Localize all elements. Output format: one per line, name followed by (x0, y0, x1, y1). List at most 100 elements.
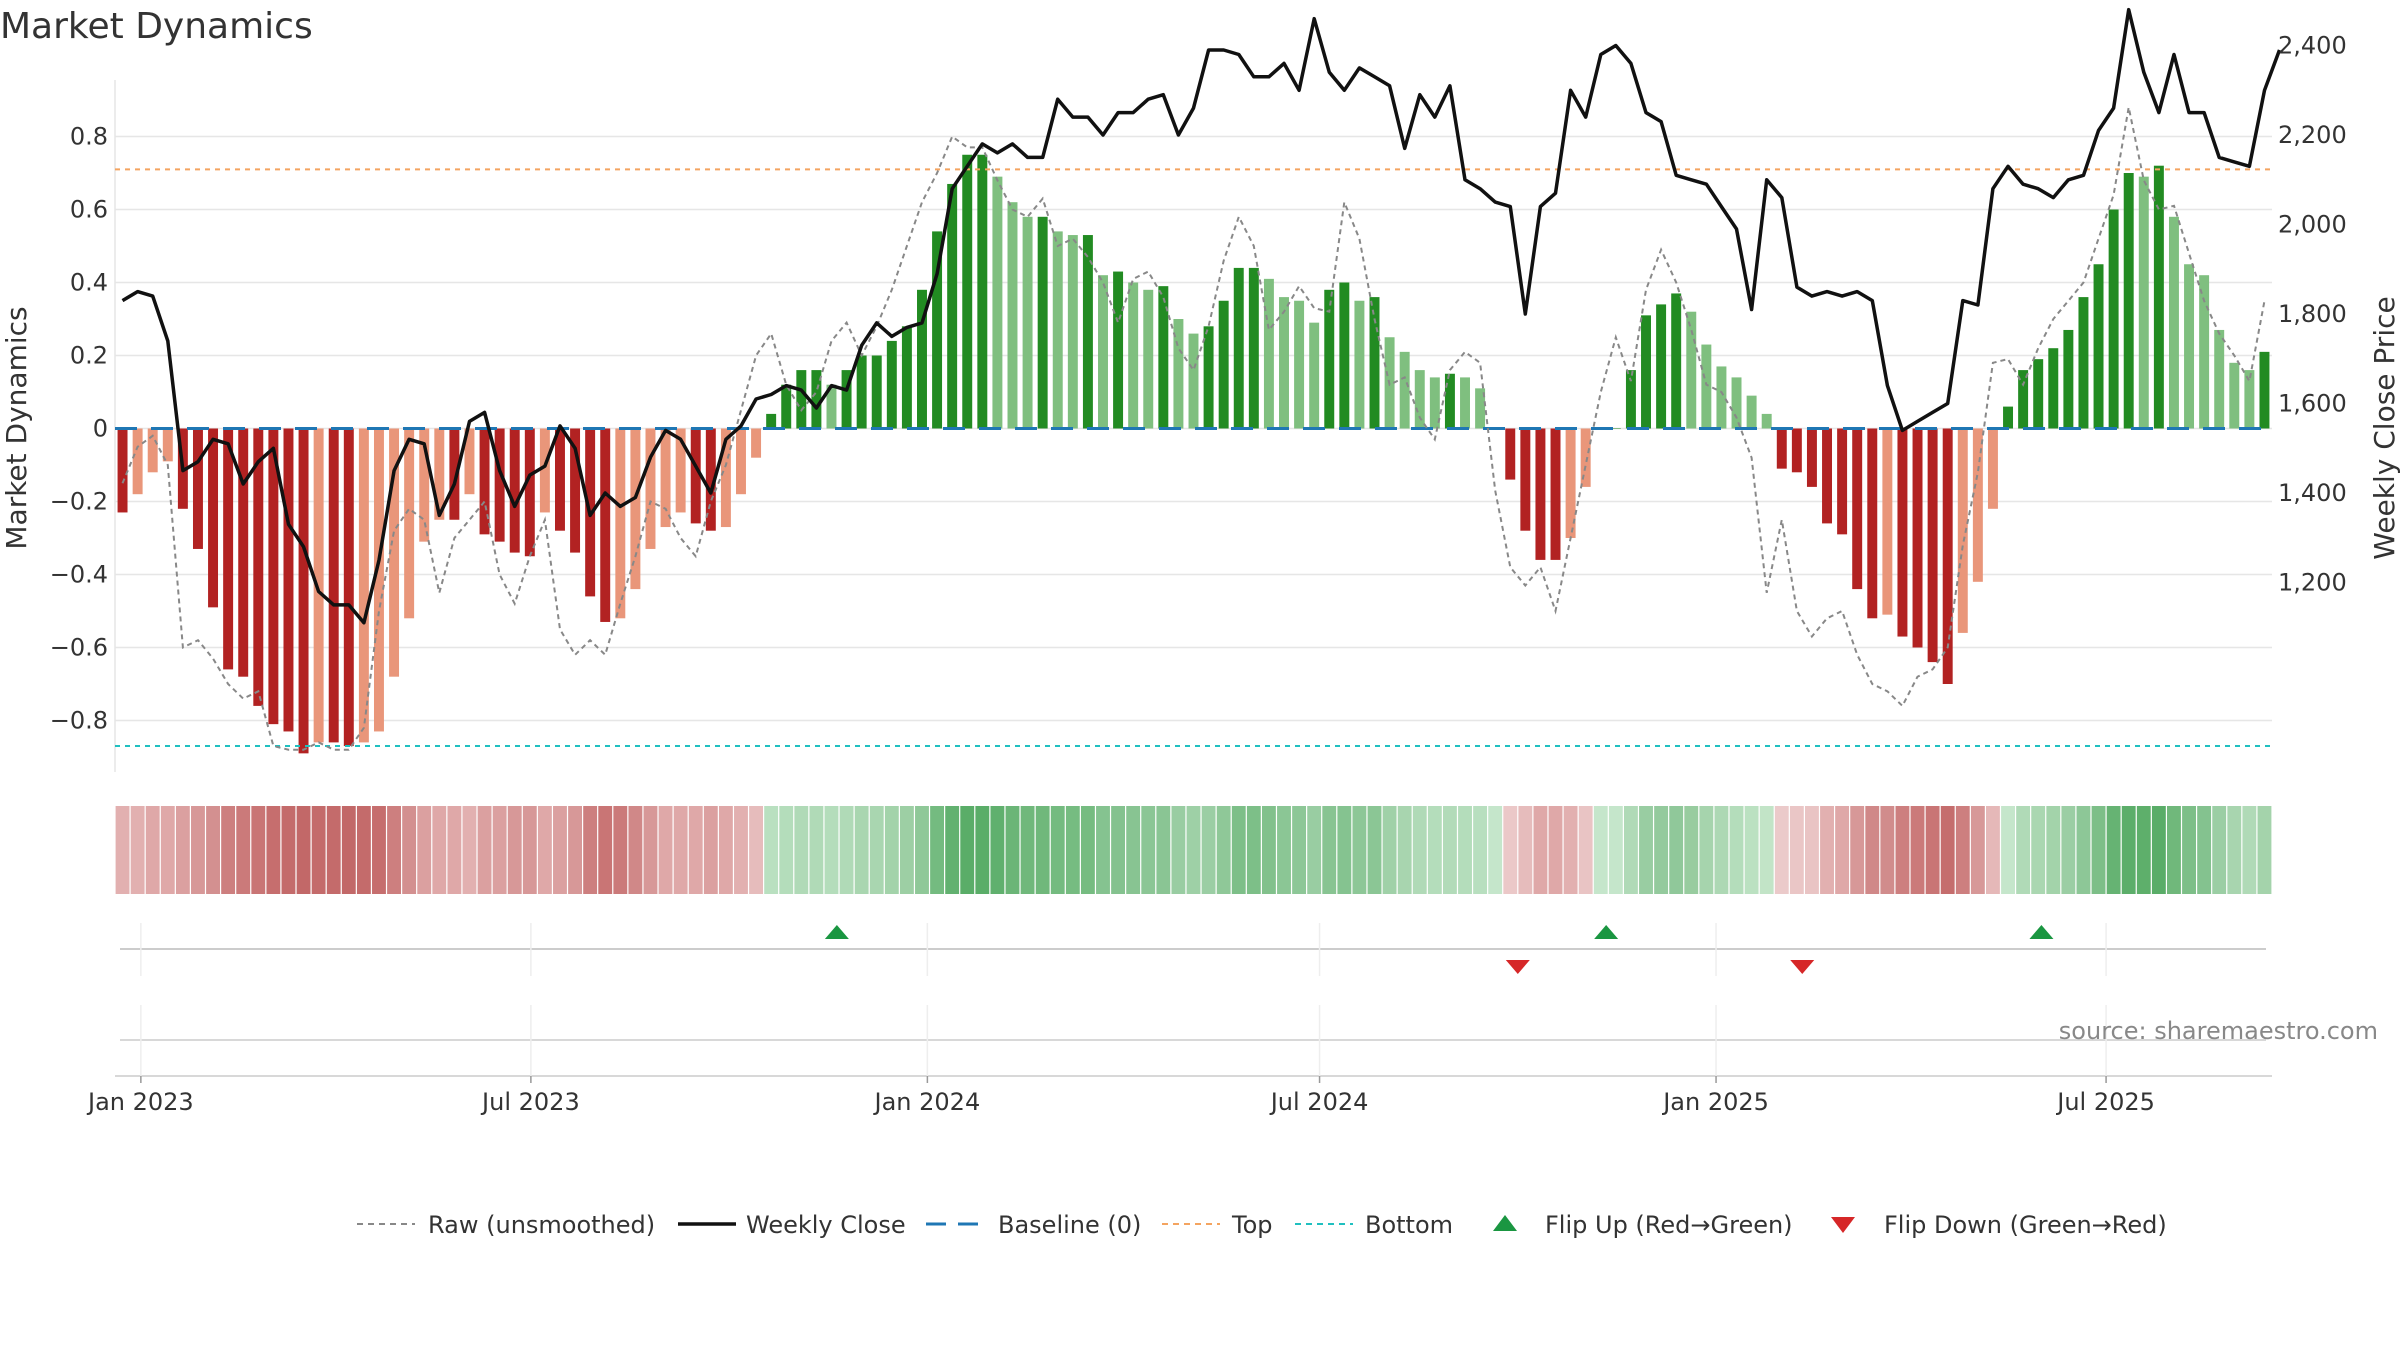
bar (1520, 428, 1531, 531)
strip-cell (1518, 806, 1533, 894)
strip-cell (764, 806, 779, 894)
bar (766, 413, 777, 429)
bar (1942, 428, 1953, 684)
y2-tick-label: 1,400 (2278, 479, 2347, 507)
bar (2153, 165, 2164, 429)
strip-cell (1820, 806, 1834, 894)
strip-cell (673, 806, 688, 894)
strip-cell (236, 806, 251, 894)
strip-cell (2031, 806, 2046, 894)
strip-cell (1593, 806, 1608, 894)
bar (343, 428, 354, 747)
strip-cell (1473, 806, 1488, 894)
legend-label: Weekly Close (746, 1211, 906, 1239)
bar (2184, 264, 2195, 429)
strip-cell (930, 806, 945, 894)
bar (524, 428, 535, 557)
strip-cell (296, 806, 311, 894)
bar (1852, 428, 1863, 590)
y2-tick-label: 2,000 (2278, 211, 2347, 239)
bar (1067, 235, 1078, 429)
y-tick-label: 0.6 (70, 196, 108, 224)
bar (1082, 235, 1093, 429)
bar (147, 428, 158, 473)
bar (404, 428, 415, 619)
bar (1414, 370, 1425, 429)
flip-up-marker (1594, 925, 1619, 939)
strip-cell (1050, 806, 1065, 894)
strip-cell (1578, 806, 1593, 894)
bar (1912, 428, 1923, 648)
strip-cell (1669, 806, 1684, 894)
strip-cell (1367, 806, 1382, 894)
strip-cell (779, 806, 794, 894)
strip-cell (1548, 806, 1563, 894)
y2-tick-label: 1,600 (2278, 390, 2347, 418)
bar (1565, 428, 1576, 538)
bar (313, 428, 324, 743)
strip-cell (568, 806, 583, 894)
bar (1128, 282, 1139, 429)
bar (1339, 282, 1350, 429)
strip-cell (1005, 806, 1020, 894)
flip-up-marker (824, 925, 849, 939)
strip-cell (1684, 806, 1699, 894)
strip-cell (1759, 806, 1774, 894)
strip-cell (1563, 806, 1578, 894)
bar (736, 428, 746, 495)
legend-label: Top (1231, 1211, 1273, 1239)
bar (449, 428, 460, 520)
bar (1656, 304, 1667, 429)
bar (283, 428, 294, 732)
strip-cell (251, 806, 266, 894)
y-tick-label: 0.2 (70, 342, 108, 370)
strip-cell (1020, 806, 1035, 894)
bar (2229, 362, 2240, 429)
y2-tick-label: 2,400 (2278, 32, 2347, 60)
y-tick-label: 0 (93, 415, 108, 443)
bar (494, 428, 505, 542)
bar (1369, 297, 1380, 429)
strip-cell (1412, 806, 1427, 894)
strip-cell (718, 806, 733, 894)
bar (1972, 428, 1983, 582)
strip-cell (1503, 806, 1518, 894)
strip-cell (326, 806, 341, 894)
strip-cell (1126, 806, 1141, 894)
bar (2259, 351, 2270, 429)
bar (268, 428, 279, 725)
strip-cell (688, 806, 703, 894)
bar (977, 154, 988, 429)
strip-cell (1201, 806, 1216, 894)
strip-cell (1141, 806, 1156, 894)
strip-cell (915, 806, 929, 894)
bar (1882, 428, 1893, 615)
bar (645, 428, 656, 549)
bar (1037, 216, 1048, 429)
flip-down-marker (1505, 960, 1530, 974)
strip-cell (553, 806, 567, 894)
bar (856, 355, 867, 429)
bar (962, 154, 973, 429)
strip-cell (1322, 806, 1337, 894)
strip-cell (1080, 806, 1095, 894)
bar (1007, 202, 1018, 429)
bar (358, 428, 369, 743)
bar (132, 428, 143, 495)
bar (1098, 275, 1108, 429)
strip-cell (266, 806, 281, 894)
bar (1957, 428, 1968, 633)
bar (2108, 209, 2119, 429)
strip-cell (2151, 806, 2166, 894)
bar (886, 340, 897, 429)
strip-cell (1216, 806, 1231, 894)
bar (917, 289, 927, 429)
bar (1927, 428, 1938, 663)
bar (1052, 231, 1063, 429)
legend-flip-up-marker (1493, 1215, 1517, 1231)
strip-cell (522, 806, 537, 894)
strip-cell (1186, 806, 1201, 894)
strip-cell (960, 806, 975, 894)
bar (751, 428, 762, 458)
